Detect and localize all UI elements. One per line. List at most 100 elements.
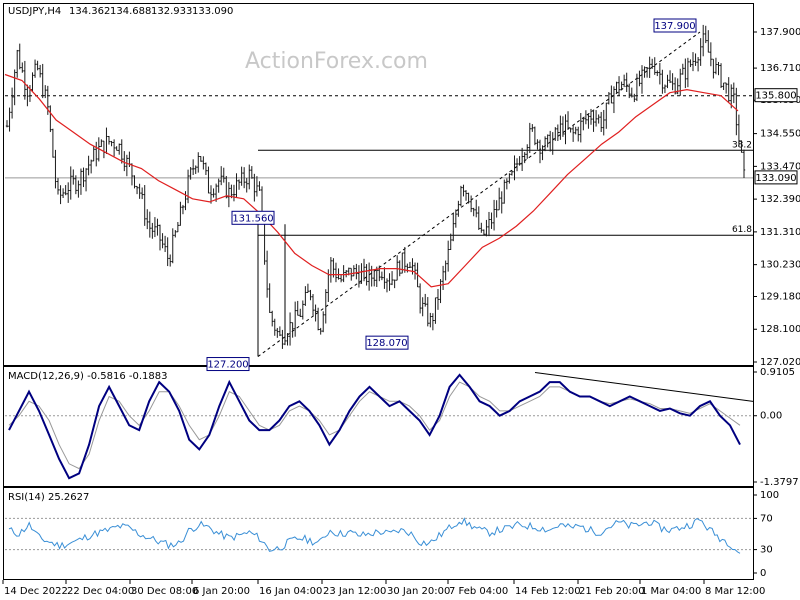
ohlc-bar xyxy=(548,130,552,152)
x-tick-label: 7 Feb 04:00 xyxy=(449,586,508,597)
price-annotation: 137.900 xyxy=(653,18,697,33)
ohlc-bar xyxy=(701,24,705,57)
ohlc-bar xyxy=(146,209,149,230)
ohlc-bar xyxy=(393,279,396,289)
ohlc-bar xyxy=(334,262,338,283)
ohlc-bar xyxy=(378,265,381,282)
price-flag: 133.090 xyxy=(754,170,798,185)
y-tick-label: 129.180 xyxy=(760,291,800,302)
ohlc-bar xyxy=(56,178,60,195)
ohlc-bar xyxy=(505,178,509,190)
ohlc-bar xyxy=(291,322,294,338)
ohlc-bar xyxy=(485,219,488,237)
ohlc-bar xyxy=(388,273,391,291)
ohlc-bar xyxy=(184,191,187,211)
ohlc-bar xyxy=(699,38,702,66)
ohlc-bar xyxy=(658,62,662,85)
ohlc-bar xyxy=(166,237,169,267)
ohlc-bar xyxy=(324,289,327,324)
ohlc-bar xyxy=(602,109,605,136)
ohlc-bar xyxy=(299,308,302,318)
ohlc-bar xyxy=(225,175,228,199)
ohlc-bar xyxy=(82,167,85,188)
ohlc-bar xyxy=(10,87,14,119)
ohlc-bar xyxy=(584,110,588,125)
ohlc-bar xyxy=(283,334,287,346)
ohlc-bar xyxy=(589,108,593,125)
ohlc-bar xyxy=(214,183,218,202)
ohlc-bar xyxy=(520,147,524,171)
ohlc-bar xyxy=(599,111,603,132)
ohlc-bar xyxy=(92,146,95,162)
ohlc-bar xyxy=(449,233,452,251)
ohlc-bar xyxy=(681,63,684,75)
ohlc-bar xyxy=(571,125,575,142)
x-tick-label: 22 Dec 04:00 xyxy=(67,586,134,597)
ohlc-bar xyxy=(574,126,577,135)
ohlc-bar xyxy=(33,59,37,78)
svg-text:137.900: 137.900 xyxy=(654,21,695,32)
ohlc-bar xyxy=(459,185,463,207)
x-tick-label: 30 Jan 20:00 xyxy=(387,586,450,597)
ohlc-bar xyxy=(569,127,572,133)
ohlc-bar xyxy=(304,286,307,306)
ohlc-bar xyxy=(666,74,669,89)
y-tick-label: 133.470 xyxy=(760,161,800,172)
x-tick-label: 1 Mar 04:00 xyxy=(641,586,701,597)
ohlc-bar xyxy=(242,167,246,189)
price-annotation: 128.070 xyxy=(365,335,409,350)
ohlc-bar xyxy=(174,230,177,238)
ohlc-bar xyxy=(446,240,450,272)
moving-average-line xyxy=(4,73,739,288)
ohlc-bar xyxy=(645,67,649,78)
ohlc-bar xyxy=(714,57,718,75)
ohlc-bar xyxy=(587,114,590,129)
ohlc-bar xyxy=(79,168,83,195)
ohlc-bar xyxy=(373,269,376,287)
ohlc-bar xyxy=(133,175,136,189)
price-annotation: 127.200 xyxy=(206,357,250,372)
x-tick-label: 14 Feb 12:00 xyxy=(515,586,581,597)
ohlc-bar xyxy=(661,69,664,94)
price-panel-frame xyxy=(3,3,754,366)
ohlc-bar xyxy=(617,76,621,96)
y-tick-label: 128.100 xyxy=(760,324,800,335)
ohlc-bar xyxy=(74,175,78,195)
ohlc-bar xyxy=(383,267,386,289)
ohlc-bar xyxy=(531,124,534,132)
ohlc-bar xyxy=(577,126,580,142)
ohlc-bar xyxy=(220,166,223,186)
macd-trendline xyxy=(534,372,754,402)
macd-tick-label: -1.3797 xyxy=(760,477,799,488)
ohlc-bar xyxy=(684,58,687,89)
x-tick-label: 23 Jan 12:00 xyxy=(323,586,386,597)
ohlc-bar xyxy=(130,163,134,186)
ohlc-bar xyxy=(686,57,690,88)
ohlc-bar xyxy=(209,185,213,204)
ohlc-bar xyxy=(513,155,516,181)
ohlc-bar xyxy=(281,329,284,349)
ohlc-bar xyxy=(691,52,695,72)
ohlc-bar xyxy=(444,260,447,281)
ohlc-bar xyxy=(370,265,373,287)
ohlc-bar xyxy=(350,267,353,281)
ohlc-bar xyxy=(41,63,44,99)
x-tick-label: 6 Jan 20:00 xyxy=(193,586,250,597)
ohlc-bar xyxy=(194,165,197,174)
ohlc-bar xyxy=(95,141,98,167)
ohlc-bar xyxy=(140,187,144,200)
ohlc-bar xyxy=(480,222,483,233)
ohlc-bar xyxy=(248,164,251,190)
ohlc-bar xyxy=(638,70,641,87)
ohlc-bar xyxy=(181,204,185,215)
ohlc-bar xyxy=(212,188,215,198)
ohlc-bar xyxy=(594,110,598,127)
ohlc-bar xyxy=(648,56,651,78)
macd-panel-frame xyxy=(3,366,754,487)
ohlc-bar xyxy=(268,283,271,313)
ohlc-bar xyxy=(87,155,90,176)
ohlc-bar xyxy=(13,69,16,106)
ohlc-bar xyxy=(717,61,720,76)
ohlc-bar xyxy=(510,170,514,176)
